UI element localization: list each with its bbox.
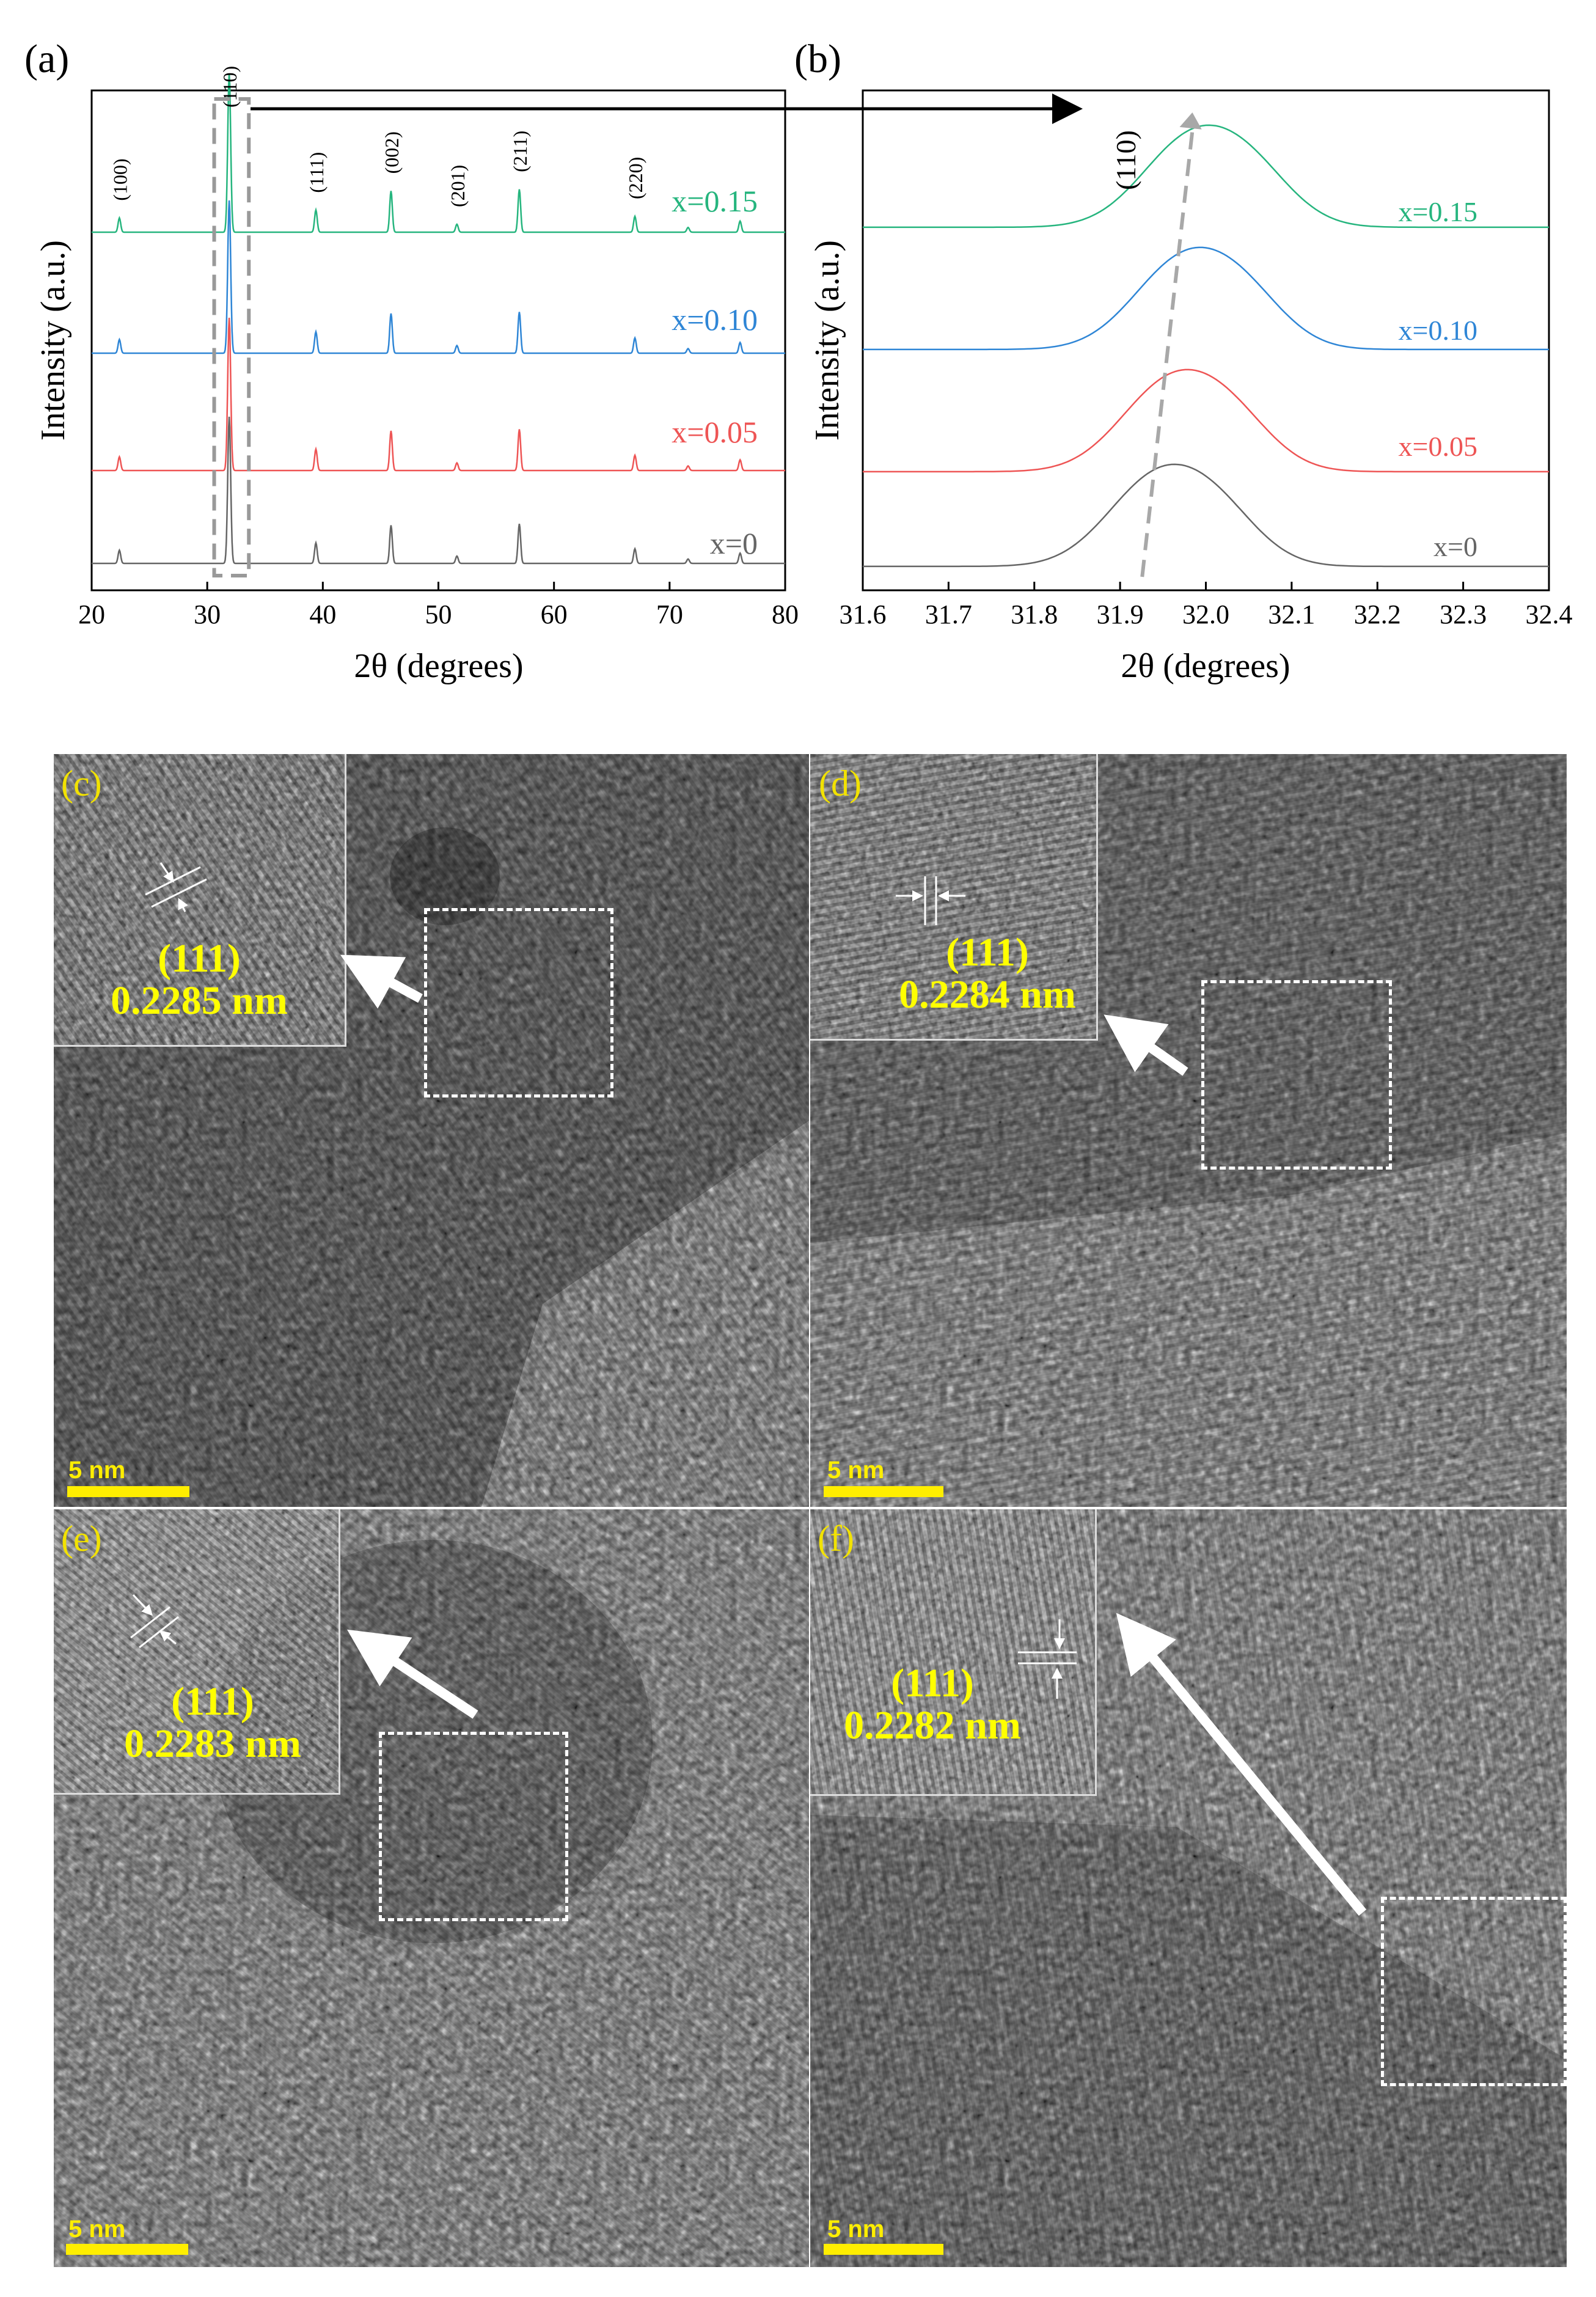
selection-box-f	[1381, 1897, 1567, 2086]
hkl-d: (111)	[946, 930, 1029, 975]
inset-d: (d) (111) 0.2284 nm	[810, 754, 1098, 1041]
x-axis-label-b: 2θ (degrees)	[1121, 647, 1290, 685]
xrd-series-a-x=0.15	[92, 73, 785, 233]
panel-label-a: (a)	[24, 37, 69, 81]
tem-panel-c: (c) (111) 0.2285 nm 5 nm	[54, 754, 809, 1507]
series-label-a-2: x=0.10	[672, 302, 758, 337]
xrd-series-a-x=0.05	[92, 317, 785, 472]
panel-label-f: (f)	[818, 1519, 854, 1559]
x-tick-label-a-1: 30	[194, 599, 221, 629]
x-tick-label-b-6: 32.2	[1354, 599, 1401, 629]
series-label-a-1: x=0.05	[672, 415, 758, 449]
xrd-series-b-x=0.05	[863, 368, 1549, 473]
d-spacing-e: 0.2283 nm	[124, 1721, 301, 1767]
xrd-series-a-x=0	[92, 416, 785, 565]
x-tick-label-a-2: 40	[309, 599, 336, 629]
panel-label-c: (c)	[61, 763, 102, 804]
scale-label-c: 5 nm	[68, 1457, 126, 1484]
peak-label-a-4: (201)	[447, 165, 469, 207]
peak-label-a-2: (111)	[306, 152, 328, 193]
series-label-b-0: x=0	[1433, 531, 1477, 562]
xrd-series-a-x=0.10	[92, 200, 785, 354]
tem-panel-e: (e) (111) 0.2283 nm 5 nm	[54, 1509, 809, 2267]
selection-box-d	[1201, 980, 1392, 1170]
scale-label-f: 5 nm	[827, 2216, 885, 2243]
series-label-b-1: x=0.05	[1399, 431, 1477, 462]
xrd-chart-b: (b) 31.6 31.7 31.8 31.9 32.0 32.1 32.2 32.3 32.4…	[794, 37, 1573, 685]
panel-label-d: (d)	[819, 763, 862, 804]
scale-bar-f	[824, 2244, 943, 2255]
hkl-e: (111)	[171, 1679, 254, 1724]
x-tick-label-a-0: 20	[78, 599, 105, 629]
xrd-series-b-x=0.10	[863, 246, 1549, 351]
scale-label-d: 5 nm	[827, 1457, 885, 1484]
series-label-b-2: x=0.10	[1399, 315, 1477, 346]
selection-box-c	[424, 908, 613, 1097]
d-spacing-c: 0.2285 nm	[111, 978, 288, 1024]
peak-label-a-0: (100)	[109, 158, 131, 200]
lattice-label-e: (111) 0.2283 nm	[90, 1680, 335, 1765]
peak-label-a-5: (211)	[509, 131, 531, 172]
scale-bar-e	[66, 2244, 188, 2255]
xrd-chart-a: (a) 20 30 40 50 60 70 80 (100) (110) (111) (002) (…	[24, 37, 799, 685]
y-axis-label-b: Intensity (a.u.)	[808, 240, 846, 441]
d-spacing-d: 0.2284 nm	[899, 972, 1076, 1017]
peak-label-a-6: (220)	[624, 157, 646, 199]
peak-label-a-1: (110)	[219, 66, 241, 108]
selection-box-e	[379, 1732, 568, 1921]
peak-shift-arrow	[1140, 130, 1195, 577]
inset-e: (e) (111) 0.2283 nm	[54, 1509, 340, 1795]
panel-label-e: (e)	[61, 1519, 102, 1559]
d-spacing-f: 0.2282 nm	[844, 1703, 1021, 1748]
y-axis-label-a: Intensity (a.u.)	[34, 240, 72, 441]
x-tick-label-a-6: 80	[772, 599, 799, 629]
lattice-label-f: (111) 0.2282 nm	[810, 1662, 1055, 1747]
scale-bar-d	[824, 1486, 943, 1497]
x-tick-label-b-2: 31.8	[1011, 599, 1058, 629]
x-tick-label-a-4: 60	[541, 599, 568, 629]
xrd-series-b-x=0.15	[863, 124, 1549, 229]
series-label-a-3: x=0.15	[672, 184, 758, 218]
plot-frame-a	[90, 89, 786, 592]
series-label-b-3: x=0.15	[1399, 196, 1477, 227]
panel-label-b: (b)	[794, 37, 841, 81]
inset-c: (c) (111) 0.2285 nm	[54, 754, 346, 1047]
peak-shift-arrowhead	[1179, 112, 1202, 130]
peak-label-a-3: (002)	[381, 131, 403, 174]
x-axis-label-a: 2θ (degrees)	[354, 647, 523, 685]
scale-bar-c	[67, 1486, 189, 1497]
tem-panel-f: (f) (111) 0.2282 nm 5 nm	[810, 1509, 1567, 2267]
x-tick-label-a-5: 70	[656, 599, 683, 629]
x-tick-label-b-5: 32.1	[1268, 599, 1315, 629]
scale-label-e: 5 nm	[68, 2216, 126, 2243]
x-tick-label-b-8: 32.4	[1526, 599, 1573, 629]
lattice-label-d: (111) 0.2284 nm	[871, 930, 1096, 1017]
tem-panel-d: (d) (111) 0.2284 nm 5 nm	[810, 754, 1567, 1507]
inset-f: (f) (111) 0.2282 nm	[810, 1509, 1097, 1796]
x-tick-label-a-3: 50	[425, 599, 452, 629]
xrd-series-b-x=0	[863, 463, 1549, 568]
peak-label-110-b: (110)	[1110, 130, 1141, 190]
x-tick-label-b-7: 32.3	[1440, 599, 1487, 629]
series-label-a-0: x=0	[710, 526, 758, 560]
highlight-box-110	[212, 97, 251, 577]
xrd-figure: (a) 20 30 40 50 60 70 80 (100) (110) (111) (002) (…	[24, 37, 1573, 685]
hkl-f: (111)	[891, 1661, 974, 1705]
hkl-c: (111)	[158, 936, 241, 981]
x-tick-label-b-3: 31.9	[1097, 599, 1144, 629]
x-tick-label-b-0: 31.6	[840, 599, 887, 629]
x-tick-label-b-4: 32.0	[1182, 599, 1229, 629]
x-tick-label-b-1: 31.7	[925, 599, 972, 629]
lattice-label-c: (111) 0.2285 nm	[54, 937, 345, 1022]
